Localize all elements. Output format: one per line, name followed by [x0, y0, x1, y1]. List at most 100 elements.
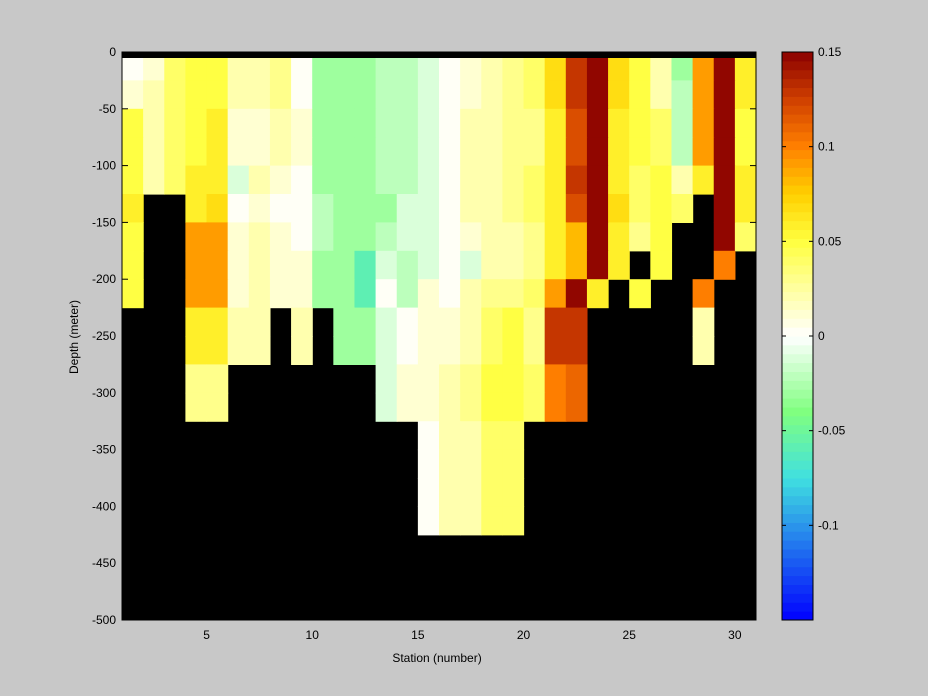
colorbar-swatch	[782, 362, 813, 373]
heatmap-cell	[671, 52, 694, 81]
heatmap-cell	[439, 165, 461, 195]
y-tick-label: 0	[109, 45, 116, 59]
heatmap-cell	[692, 336, 715, 365]
heatmap-cell	[650, 52, 673, 81]
heatmap-cell	[248, 336, 271, 365]
heatmap-cell	[481, 506, 503, 536]
heatmap-cell	[481, 336, 503, 365]
heatmap-cell	[206, 137, 229, 167]
heatmap-cell	[481, 279, 503, 309]
heatmap-cell	[185, 194, 208, 223]
heatmap-cell	[248, 108, 271, 138]
heatmap-cell	[544, 250, 567, 280]
heatmap-cell	[291, 194, 313, 223]
heatmap-cell	[143, 108, 165, 138]
heatmap-cell	[586, 222, 609, 252]
heatmap-cell	[502, 506, 525, 536]
heatmap-cell	[227, 222, 250, 252]
colorbar-swatch	[782, 344, 813, 355]
heatmap-cell	[248, 80, 271, 110]
plot-area	[121, 51, 757, 621]
heatmap-cell	[354, 52, 377, 81]
heatmap-cell	[565, 222, 588, 252]
heatmap-cell	[185, 165, 208, 195]
heatmap-cell	[608, 222, 630, 252]
colorbar-swatch	[782, 566, 813, 577]
heatmap-cell	[354, 250, 377, 280]
heatmap-cell	[586, 108, 609, 138]
heatmap-cell	[481, 222, 503, 252]
colorbar-ticks: 0.15 0.1 0.05 0 -0.05 -0.1	[782, 45, 846, 532]
heatmap-cell	[481, 421, 503, 451]
heatmap-cell	[502, 165, 525, 195]
heatmap-cell	[523, 137, 546, 167]
y-tick-label: -450	[92, 556, 116, 570]
heatmap-cell	[312, 279, 334, 309]
heatmap-cell	[122, 250, 144, 280]
colorbar-swatch	[782, 273, 813, 284]
heatmap-cell	[713, 52, 736, 81]
colorbar-swatch	[782, 504, 813, 515]
heatmap-cell	[354, 80, 377, 110]
heatmap-cell	[439, 222, 461, 252]
heatmap-cell	[650, 250, 673, 280]
heatmap-cell	[586, 194, 609, 223]
heatmap-cell	[523, 307, 546, 337]
heatmap-cell	[206, 108, 229, 138]
heatmap-cell	[248, 279, 271, 309]
colorbar-swatch	[782, 513, 813, 523]
heatmap-cell	[143, 80, 165, 110]
heatmap-cell	[523, 194, 546, 223]
heatmap-cell	[206, 165, 229, 195]
heatmap-cell	[269, 222, 292, 252]
heatmap-cell	[608, 194, 630, 223]
heatmap-cell	[544, 307, 567, 337]
colorbar-swatch	[782, 149, 813, 160]
heatmap-cell	[396, 80, 419, 110]
heatmap-cell	[460, 222, 482, 252]
heatmap-cell	[291, 250, 313, 280]
heatmap-cell	[227, 80, 250, 110]
colorbar-swatch	[782, 176, 813, 186]
heatmap-cell	[396, 392, 419, 422]
heatmap-cell	[396, 364, 419, 394]
heatmap-cell	[417, 336, 440, 365]
heatmap-cell	[502, 279, 525, 309]
colorbar-swatch	[782, 202, 813, 213]
heatmap-cell	[671, 137, 694, 167]
heatmap-cell	[460, 279, 482, 309]
heatmap-cell	[185, 250, 208, 280]
heatmap-cell	[460, 52, 482, 81]
heatmap-cell	[269, 279, 292, 309]
heatmap-cell	[565, 137, 588, 167]
heatmap-cell	[417, 222, 440, 252]
heatmap-cell	[333, 52, 356, 81]
heatmap-cell	[671, 80, 694, 110]
heatmap-cell	[375, 364, 398, 394]
heatmap-cell	[248, 194, 271, 223]
heatmap-cell	[291, 279, 313, 309]
heatmap-cell	[460, 336, 482, 365]
heatmap-cell	[164, 165, 186, 195]
heatmap-cell	[164, 137, 186, 167]
heatmap-cell	[417, 478, 440, 507]
heatmap-cell	[439, 392, 461, 422]
heatmap-cell	[269, 108, 292, 138]
heatmap-cell	[417, 421, 440, 451]
colorbar-swatch	[782, 522, 813, 532]
heatmap-cell	[481, 80, 503, 110]
heatmap-cell	[629, 222, 651, 252]
colorbar-swatch	[782, 52, 813, 62]
colorbar-swatch	[782, 105, 813, 115]
heatmap-cell	[143, 52, 165, 81]
heatmap-cell	[734, 108, 757, 138]
heatmap-cell	[164, 108, 186, 138]
heatmap-cell	[269, 194, 292, 223]
heatmap-cell	[122, 80, 144, 110]
y-tick-label: -100	[92, 159, 116, 173]
heatmap-cell	[523, 279, 546, 309]
heatmap-cell	[396, 279, 419, 309]
heatmap-cell	[544, 52, 567, 81]
heatmap-cell	[544, 336, 567, 365]
colorbar-tick-label: 0.1	[818, 140, 835, 154]
